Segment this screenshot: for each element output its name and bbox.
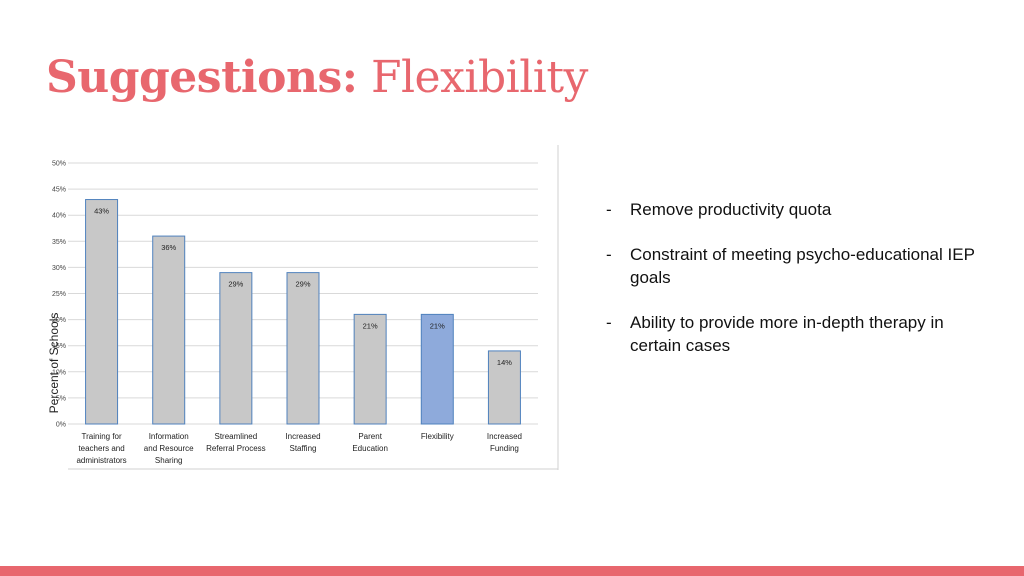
bar: [353, 313, 387, 425]
category-label: Parent: [358, 432, 382, 441]
y-tick-label: 30%: [52, 265, 66, 272]
category-label: teachers and: [78, 444, 124, 453]
y-axis-title: Percent of Schools: [47, 313, 61, 414]
category-label: Training for: [81, 432, 122, 441]
data-label: 29%: [295, 280, 310, 289]
category-label: Funding: [490, 444, 519, 453]
y-tick-label: 10%: [52, 369, 66, 376]
bullet-text: Ability to provide more in-depth therapy…: [630, 313, 944, 355]
bullet-text: Remove productivity quota: [630, 200, 832, 219]
category-label: Sharing: [155, 456, 183, 465]
bullet-item: - Ability to provide more in-depth therap…: [606, 311, 996, 357]
category-label: Increased: [285, 432, 320, 441]
category-label: Flexibility: [421, 432, 454, 441]
bullet-dash: -: [606, 313, 612, 332]
data-label: 29%: [228, 280, 243, 289]
slide-title-bold: Suggestions:: [46, 52, 358, 103]
bullet-dash: -: [606, 245, 612, 264]
bullet-text: Constraint of meeting psycho-educational…: [630, 245, 975, 287]
label-layer: 0% 5% 10% 15% 20% 25% 30% 35% 40% 45% 50% 43% Traini…: [52, 161, 522, 466]
bar: [420, 313, 454, 425]
y-tick-label: 5%: [56, 395, 66, 402]
category-label: and Resource: [144, 444, 194, 453]
y-tick-label: 0%: [56, 422, 66, 429]
category-label: Increased: [487, 432, 522, 441]
data-label: 36%: [161, 243, 176, 252]
bar: [286, 272, 320, 425]
y-tick-label: 50%: [52, 161, 66, 168]
bullet-dash: -: [606, 200, 612, 219]
category-label: Information: [149, 432, 189, 441]
data-label: 14%: [497, 358, 512, 367]
bullet-item: - Constraint of meeting psycho-educationa…: [606, 243, 996, 289]
bottom-accent-bar: [0, 566, 1024, 576]
bullet-item: - Remove productivity quota: [606, 198, 996, 221]
y-tick-label: 15%: [52, 343, 66, 350]
bullet-list: - Remove productivity quota - Constraint o…: [606, 198, 996, 379]
category-label: Staffing: [290, 444, 317, 453]
bar-chart-svg: 0% 5% 10% 15% 20% 25% 30% 35% 40% 45% 50% 43% Traini…: [47, 145, 559, 470]
bar-chart: 0% 5% 10% 15% 20% 25% 30% 35% 40% 45% 50% 43% Traini…: [40, 145, 560, 470]
category-label: Education: [352, 444, 388, 453]
bar-layer: [85, 199, 521, 425]
bar: [152, 235, 186, 425]
bar: [219, 272, 253, 425]
y-tick-label: 45%: [52, 187, 66, 194]
bar: [487, 350, 521, 425]
category-label: Referral Process: [206, 444, 266, 453]
bar: [85, 199, 119, 425]
category-label: administrators: [76, 456, 126, 465]
data-label: 43%: [94, 207, 109, 216]
slide-title-light: Flexibility: [370, 52, 588, 103]
data-label: 21%: [430, 321, 445, 330]
y-tick-label: 25%: [52, 291, 66, 298]
y-tick-label: 35%: [52, 239, 66, 246]
category-label: Streamlined: [215, 432, 258, 441]
y-tick-label: 40%: [52, 213, 66, 220]
data-label: 21%: [363, 321, 378, 330]
y-tick-label: 20%: [52, 317, 66, 324]
slide-title: Suggestions: Flexibility: [46, 52, 588, 103]
